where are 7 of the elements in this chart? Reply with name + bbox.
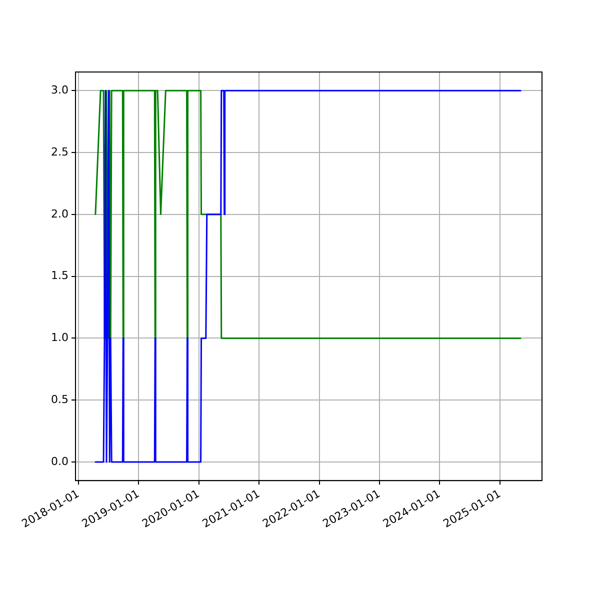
y-tick-label: 2.5	[50, 145, 68, 158]
y-tick-label: 0.5	[50, 392, 68, 406]
y-tick-label: 3.0	[50, 83, 68, 96]
y-tick-label: 2.0	[50, 207, 68, 220]
y-tick-label: 1.0	[50, 331, 68, 344]
y-tick-label: 1.5	[50, 269, 68, 282]
y-tick-label: 0.0	[50, 454, 68, 468]
